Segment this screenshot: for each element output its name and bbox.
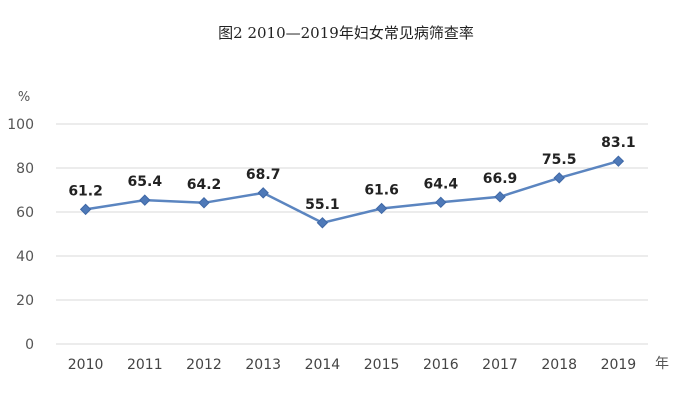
x-tick-label: 2018 [541,357,577,373]
x-axis-ticks: 2010 2011 2012 2013 2014 2015 2016 2017 2018 2019 [68,357,636,373]
data-label: 64.4 [424,176,459,192]
data-label: 66.9 [483,171,518,187]
data-label: 83.1 [601,135,636,151]
y-tick-label: 60 [16,205,34,221]
x-tick-label: 2014 [305,357,341,373]
y-tick-label: 80 [16,161,34,177]
y-tick-label: 40 [16,249,34,265]
data-label: 55.1 [305,197,340,213]
y-tick-label: 20 [16,293,34,309]
x-tick-label: 2010 [68,357,104,373]
series-layer: 61.2 65.4 64.2 68.7 55.1 61.6 64.4 66.9 75.5 83.1 [68,135,636,229]
gridlines [56,123,648,345]
data-label: 64.2 [187,177,222,193]
data-label: 68.7 [246,167,281,183]
x-tick-label: 2013 [245,357,281,373]
data-label: 65.4 [128,174,163,190]
y-tick-label: 0 [25,337,34,353]
data-point [257,187,269,199]
data-point [612,155,625,167]
data-point [553,172,565,184]
data-point [375,202,388,215]
data-label: 75.5 [542,152,577,168]
x-tick-label: 2016 [423,357,459,373]
data-point [494,191,506,203]
x-axis-unit: 年 [655,356,669,372]
x-tick-label: 2011 [127,357,163,373]
y-axis-unit: % [18,90,30,105]
data-point [198,197,210,209]
data-point [435,196,447,209]
x-tick-label: 2017 [482,357,518,373]
series-line [85,159,619,225]
data-label: 61.6 [364,182,399,198]
data-point [139,194,151,206]
chart-title: 图2 2010—2019年妇女常见病筛查率 [218,24,474,42]
data-point [316,217,329,229]
x-tick-label: 2015 [364,357,400,373]
x-tick-label: 2019 [601,357,637,373]
data-label: 61.2 [68,183,103,199]
y-axis-ticks: 0 20 40 60 80 100 [7,117,34,353]
x-tick-label: 2012 [186,357,222,373]
data-point [79,203,92,216]
y-tick-label: 100 [7,117,34,133]
